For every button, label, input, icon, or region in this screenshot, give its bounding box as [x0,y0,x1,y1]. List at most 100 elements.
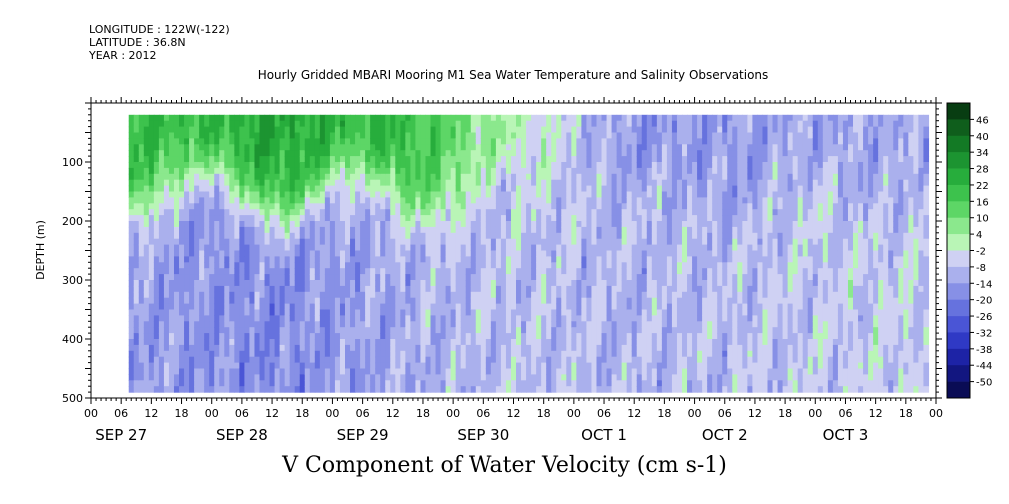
heatmap-cell [168,274,175,281]
heatmap-cell [621,350,628,358]
heatmap-cell [651,321,658,328]
heatmap-cell [370,150,376,157]
heatmap-cell [294,132,301,139]
heatmap-cell [254,274,261,281]
heatmap-cell [521,167,527,175]
heatmap-cell [153,291,160,299]
heatmap-cell [405,238,411,246]
heatmap-cell [219,179,225,187]
heatmap-cell [234,209,240,216]
heatmap-cell [329,226,336,234]
heatmap-cell [596,132,603,139]
heatmap-cell [153,309,160,316]
heatmap-cell [214,262,220,269]
heatmap-cell [526,327,532,334]
heatmap-cell [546,167,552,175]
heatmap-cell [244,238,251,246]
heatmap-cell [636,280,643,287]
heatmap-cell [516,303,522,311]
heatmap-cell [219,280,225,287]
heatmap-cell [641,339,648,346]
heatmap-cell [299,350,306,358]
heatmap-cell [284,221,291,228]
heatmap-cell [153,280,160,287]
heatmap-cell [370,356,376,364]
heatmap-cell [596,339,603,346]
heatmap-cell [646,280,653,287]
heatmap-cell [430,256,437,263]
heatmap-cell [480,126,487,134]
heatmap-cell [284,303,291,311]
heatmap-cell [168,291,175,299]
heatmap-cell [611,197,618,204]
heatmap-cell [189,280,195,287]
heatmap-cell [415,132,422,139]
heatmap-cell [274,173,281,181]
heatmap-cell [168,114,175,122]
heatmap-cell [184,132,190,139]
heatmap-cell [445,197,452,204]
heatmap-cell [460,350,467,358]
heatmap-cell [294,274,301,281]
heatmap-cell [385,380,391,387]
heatmap-cell [153,120,160,128]
heatmap-cell [601,362,608,370]
heatmap-cell [370,374,376,381]
heatmap-cell [556,368,562,375]
heatmap-cell [179,114,185,122]
heatmap-cell [606,215,613,222]
heatmap-cell [158,179,165,187]
heatmap-cell [385,362,391,370]
heatmap-cell [259,156,266,163]
heatmap-cell [601,144,608,151]
heatmap-cell [249,350,256,358]
heatmap-cell [601,333,608,340]
heatmap-cell [365,221,371,228]
heatmap-cell [158,203,165,210]
heatmap-cell [324,315,331,322]
heatmap-cell [470,197,477,204]
heatmap-cell [163,244,170,252]
heatmap-cell [153,362,160,370]
heatmap-cell [329,291,336,299]
heatmap-cell [561,244,567,252]
heatmap-cell [631,232,638,240]
heatmap-cell [189,132,195,139]
heatmap-cell [339,156,346,163]
heatmap-cell [400,333,406,340]
heatmap-cell [329,368,336,375]
heatmap-cell [616,297,623,305]
heatmap-cell [576,350,582,358]
heatmap-cell [355,333,361,340]
heatmap-cell [219,197,225,204]
heatmap-cell [410,238,417,246]
heatmap-cell [365,344,371,352]
heatmap-cell [345,274,351,281]
heatmap-cell [360,138,366,145]
heatmap-cell [350,138,356,145]
heatmap-cell [269,185,276,193]
heatmap-cell [566,209,572,216]
heatmap-cell [370,339,376,346]
heatmap-cell [148,303,155,311]
heatmap-cell [445,280,452,287]
heatmap-cell [536,268,542,275]
heatmap-cell [576,156,582,163]
heatmap-cell [475,167,482,175]
heatmap-cell [224,262,230,269]
heatmap-cell [204,162,210,169]
heatmap-cell [551,256,557,263]
heatmap-cell [184,321,190,328]
heatmap-cell [626,339,633,346]
heatmap-cell [319,368,326,375]
heatmap-cell [395,374,401,381]
heatmap-cell [500,362,507,370]
heatmap-cell [209,339,215,346]
heatmap-cell [184,380,190,387]
heatmap-cell [516,197,522,204]
heatmap-cell [259,309,266,316]
heatmap-cell [259,368,266,375]
heatmap-cell [385,197,391,204]
heatmap-cell [395,268,401,275]
heatmap-cell [516,362,522,370]
